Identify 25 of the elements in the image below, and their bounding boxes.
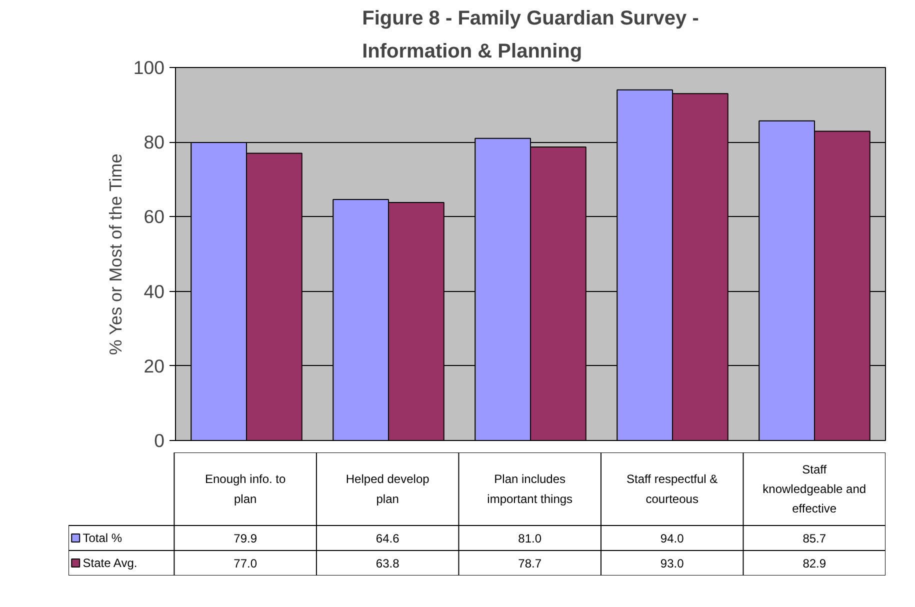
legend-label: State Avg.: [82, 556, 138, 570]
x-tick-label: Plan includes important things: [487, 472, 573, 506]
y-axis-title: % Yes or Most of the Time: [105, 154, 126, 355]
y-tick-label: 40: [144, 280, 165, 302]
data-label: 64.6: [376, 532, 400, 546]
y-tick-label: 0: [154, 430, 165, 451]
data-label: 94.0: [660, 532, 684, 546]
data-label: 79.9: [234, 532, 258, 546]
data-label: 93.0: [660, 556, 684, 570]
y-tick-label: 60: [144, 206, 165, 228]
y-tick-label: 100: [133, 57, 165, 78]
data-label: 77.0: [234, 556, 258, 570]
y-tick-label: 20: [144, 355, 165, 376]
x-tick-label: Staff respectful & courteous: [626, 472, 718, 506]
y-tick-label: 80: [144, 132, 165, 153]
data-label: 63.8: [376, 556, 400, 570]
data-label: 82.9: [802, 556, 826, 570]
x-tick-label: Staff knowledgeable and effective: [762, 462, 866, 516]
x-tick-label: Helped develop plan: [346, 472, 430, 506]
data-label: 85.7: [802, 532, 826, 546]
chart-title: Figure 8 - Family Guardian Survey - Information & Planning: [362, 8, 699, 62]
data-label: 81.0: [518, 532, 542, 546]
data-label: 78.7: [518, 556, 542, 570]
legend-label: Total %: [82, 531, 122, 545]
x-tick-label: Enough info. to plan: [204, 472, 286, 506]
